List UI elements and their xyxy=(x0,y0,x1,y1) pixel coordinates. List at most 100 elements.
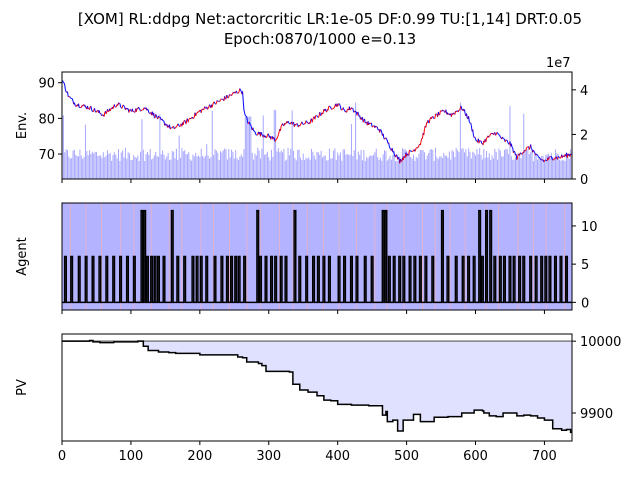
price-segment xyxy=(498,133,499,134)
price-segment xyxy=(381,130,382,132)
price-segment xyxy=(300,124,301,125)
price-segment xyxy=(329,106,330,107)
x-tick-label: 300 xyxy=(256,449,281,464)
price-segment xyxy=(196,113,197,116)
price-segment xyxy=(476,139,477,141)
price-segment xyxy=(514,151,515,152)
price-segment xyxy=(106,112,107,114)
price-segment xyxy=(469,116,470,122)
price-segment xyxy=(552,158,553,160)
price-segment xyxy=(551,157,552,159)
price-segment xyxy=(232,94,233,95)
price-segment xyxy=(534,152,535,153)
price-segment xyxy=(400,159,401,161)
price-segment xyxy=(323,113,324,114)
price-segment xyxy=(325,109,326,111)
price-segment xyxy=(418,147,419,148)
price-segment xyxy=(506,140,507,141)
price-segment xyxy=(340,105,341,107)
price-segment xyxy=(507,140,508,142)
price-segment xyxy=(207,108,208,109)
price-segment xyxy=(208,107,209,108)
price-segment xyxy=(517,158,518,160)
price-segment xyxy=(254,131,255,132)
y-axis-label: PV xyxy=(15,379,30,396)
price-segment xyxy=(205,107,206,108)
price-segment xyxy=(268,134,269,135)
price-segment xyxy=(334,106,335,108)
price-segment xyxy=(85,106,86,108)
price-segment xyxy=(141,110,142,111)
price-segment xyxy=(75,105,76,106)
price-segment xyxy=(386,138,387,140)
price-segment xyxy=(385,138,386,139)
price-segment xyxy=(228,97,229,98)
price-segment xyxy=(101,113,102,115)
price-segment xyxy=(124,106,125,107)
price-segment xyxy=(209,105,210,106)
price-segment xyxy=(274,137,275,138)
right-axis-offset-label: 1e7 xyxy=(546,56,571,71)
price-segment xyxy=(275,140,276,142)
price-segment xyxy=(241,90,242,91)
price-segment xyxy=(487,138,488,139)
price-segment xyxy=(471,123,472,126)
price-segment xyxy=(107,109,108,111)
price-segment xyxy=(243,101,244,110)
price-segment xyxy=(310,120,311,124)
price-segment xyxy=(560,158,561,159)
price-segment xyxy=(201,109,202,112)
price-segment xyxy=(129,110,130,113)
price-segment xyxy=(283,124,284,126)
right-tick-label: 10 xyxy=(581,220,598,235)
price-segment xyxy=(556,157,557,159)
price-segment xyxy=(255,132,256,134)
price-segment xyxy=(163,121,164,122)
price-segment xyxy=(72,99,73,102)
price-segment xyxy=(315,116,316,120)
right-tick-label: 5 xyxy=(581,258,589,273)
price-segment xyxy=(433,116,434,118)
price-segment xyxy=(448,114,449,115)
price-segment xyxy=(396,155,397,156)
price-segment xyxy=(189,119,190,120)
price-segment xyxy=(178,124,179,126)
price-segment xyxy=(194,117,195,118)
price-segment xyxy=(416,148,417,150)
price-segment xyxy=(490,134,491,136)
x-tick-label: 200 xyxy=(187,449,212,464)
price-segment xyxy=(130,109,131,110)
price-segment xyxy=(429,119,430,123)
price-segment xyxy=(544,160,545,161)
price-segment xyxy=(529,147,530,149)
price-segment xyxy=(300,125,301,126)
price-segment xyxy=(247,117,248,121)
price-segment xyxy=(303,124,304,125)
price-segment xyxy=(428,120,429,123)
price-segment xyxy=(533,150,534,151)
y-axis-label: Agent xyxy=(15,237,30,275)
price-segment xyxy=(121,107,122,108)
price-segment xyxy=(267,135,268,137)
price-segment xyxy=(320,112,321,115)
price-segment xyxy=(486,138,487,142)
price-segment xyxy=(313,117,314,119)
price-segment xyxy=(162,119,163,120)
price-segment xyxy=(383,134,384,138)
price-segment xyxy=(70,98,71,99)
price-segment xyxy=(508,143,509,144)
price-segment xyxy=(440,111,441,115)
price-segment xyxy=(512,147,513,148)
price-segment xyxy=(172,127,173,128)
price-segment xyxy=(540,158,541,159)
price-segment xyxy=(188,120,189,123)
price-segment xyxy=(160,117,161,118)
x-tick-label: 0 xyxy=(58,449,66,464)
price-segment xyxy=(317,116,318,117)
price-segment xyxy=(511,144,512,148)
price-segment xyxy=(387,139,388,140)
price-segment xyxy=(526,148,527,151)
price-segment xyxy=(394,151,395,154)
price-segment xyxy=(113,106,114,109)
right-tick-label: 0 xyxy=(581,296,589,311)
